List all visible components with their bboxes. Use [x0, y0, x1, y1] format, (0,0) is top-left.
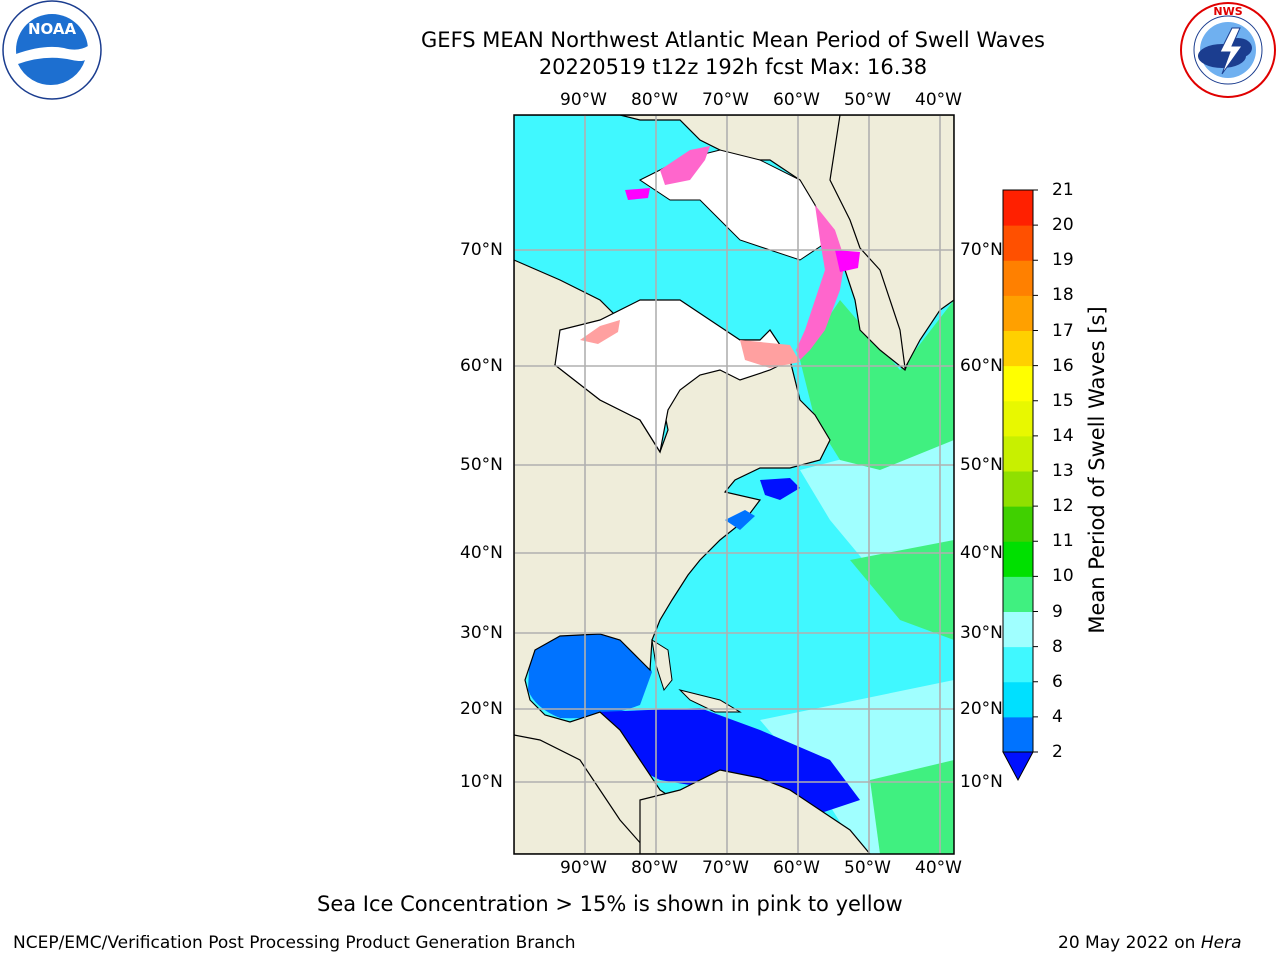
lon-label-top: 40°W	[915, 90, 962, 110]
land-south-america	[639, 769, 871, 854]
colorbar-tick-label: 19	[1052, 250, 1074, 271]
lon-label-bottom: 50°W	[844, 858, 891, 878]
ice-hudson-strait	[740, 340, 800, 368]
colorbar-swatch	[1003, 576, 1033, 612]
map-frame	[513, 114, 955, 855]
colorbar-tick-label: 18	[1052, 285, 1074, 306]
lon-label-top: 60°W	[773, 90, 820, 110]
footer-date: 20 May 2022 on Hera	[1058, 933, 1242, 953]
lat-label-left: 70°N	[460, 240, 503, 260]
lon-label-top: 80°W	[631, 90, 678, 110]
plot-title-line1: GEFS MEAN Northwest Atlantic Mean Period…	[421, 28, 1045, 52]
sea-ice-note: Sea Ice Concentration > 15% is shown in …	[317, 892, 903, 916]
swell-9-region	[800, 430, 954, 580]
colorbar-tick-label: 13	[1052, 461, 1074, 481]
colorbar-swatch	[1003, 295, 1033, 331]
colorbar-title: Mean Period of Swell Waves [s]	[1085, 306, 1109, 634]
lat-label-right: 40°N	[960, 543, 1003, 563]
map-content	[514, 115, 954, 854]
lat-label-right: 20°N	[960, 699, 1003, 719]
colorbar-swatch	[1003, 646, 1033, 683]
lon-label-bottom: 90°W	[560, 858, 607, 878]
lat-label-left: 60°N	[460, 356, 503, 376]
colorbar-swatch	[1003, 716, 1033, 753]
ice-arctic-2	[625, 188, 650, 200]
footer-date-text: 20 May 2022 on	[1058, 933, 1201, 953]
colorbar-tick-label: 6	[1052, 671, 1063, 692]
lon-label-top: 50°W	[844, 90, 891, 110]
lat-label-left: 20°N	[460, 699, 503, 719]
colorbar-tick-label: 17	[1052, 320, 1074, 341]
colorbar-swatch	[1003, 471, 1033, 507]
plot-title-line2: 20220519 t12z 192h fcst Max: 16.38	[538, 55, 928, 79]
footer-branch: NCEP/EMC/Verification Post Processing Pr…	[13, 933, 576, 953]
lat-label-right: 70°N	[960, 240, 1003, 260]
colorbar-under-triangle	[1002, 751, 1034, 782]
lon-label-top: 70°W	[702, 90, 749, 110]
colorbar-tick-label: 20	[1052, 215, 1074, 236]
colorbar-tick-label: 8	[1052, 636, 1063, 657]
lat-label-left: 30°N	[460, 623, 503, 643]
lon-label-bottom: 80°W	[631, 858, 678, 878]
colorbar-tick-label: 4	[1052, 706, 1063, 727]
lon-label-bottom: 70°W	[702, 858, 749, 878]
colorbar-swatch	[1003, 506, 1033, 542]
lat-label-left: 10°N	[460, 772, 503, 792]
lon-label-bottom: 60°W	[773, 858, 820, 878]
colorbar-swatch	[1003, 611, 1033, 648]
lat-label-left: 50°N	[460, 455, 503, 475]
lat-label-right: 30°N	[960, 623, 1003, 643]
ice-labrador	[760, 478, 800, 500]
colorbar-tick-label: 21	[1052, 180, 1074, 200]
colorbar-swatch	[1003, 330, 1033, 367]
map-gridlines	[514, 115, 954, 854]
colorbar-swatch	[1003, 681, 1033, 718]
lat-label-right: 50°N	[960, 455, 1003, 475]
lat-label-right: 10°N	[960, 772, 1003, 792]
lon-label-top: 90°W	[560, 90, 607, 110]
colorbar-tick-label: 11	[1052, 531, 1074, 552]
colorbar-swatch	[1003, 435, 1033, 472]
colorbar-tick-label: 10	[1052, 566, 1074, 587]
swell-10-region	[800, 300, 954, 470]
ice-hudson-south	[580, 320, 620, 344]
colorbar-swatch	[1003, 225, 1033, 261]
ice-gulf-stlawrence	[725, 510, 755, 530]
lat-label-right: 60°N	[960, 356, 1003, 376]
colorbar-swatch	[1003, 400, 1033, 437]
gulf-of-mexico	[528, 633, 652, 719]
lon-label-bottom: 40°W	[915, 858, 962, 878]
caribbean-sea	[598, 708, 860, 820]
colorbar-tick-label: 14	[1052, 425, 1074, 446]
footer-machine: Hera	[1200, 933, 1242, 953]
noaa-logo-text: NOAA	[27, 20, 77, 38]
colorbar-tick-label: 16	[1052, 355, 1074, 376]
colorbar-tick-label: 2	[1052, 742, 1063, 762]
ice-arctic-1	[660, 146, 710, 185]
lat-label-left: 40°N	[460, 543, 503, 563]
swell-10-region-east	[850, 540, 954, 640]
colorbar-tick-label: 9	[1052, 601, 1063, 622]
colorbar-swatch	[1003, 260, 1033, 296]
colorbar-tick-label: 15	[1052, 390, 1074, 411]
colorbar-tick-label: 12	[1052, 496, 1074, 517]
ice-baffin-bay	[835, 250, 860, 272]
colorbar-swatch	[1003, 190, 1033, 226]
ice-edge-west-greenland	[796, 205, 845, 360]
colorbar-swatch	[1003, 365, 1033, 402]
swell-trop-green	[870, 760, 954, 854]
colorbar-swatch	[1003, 541, 1033, 577]
